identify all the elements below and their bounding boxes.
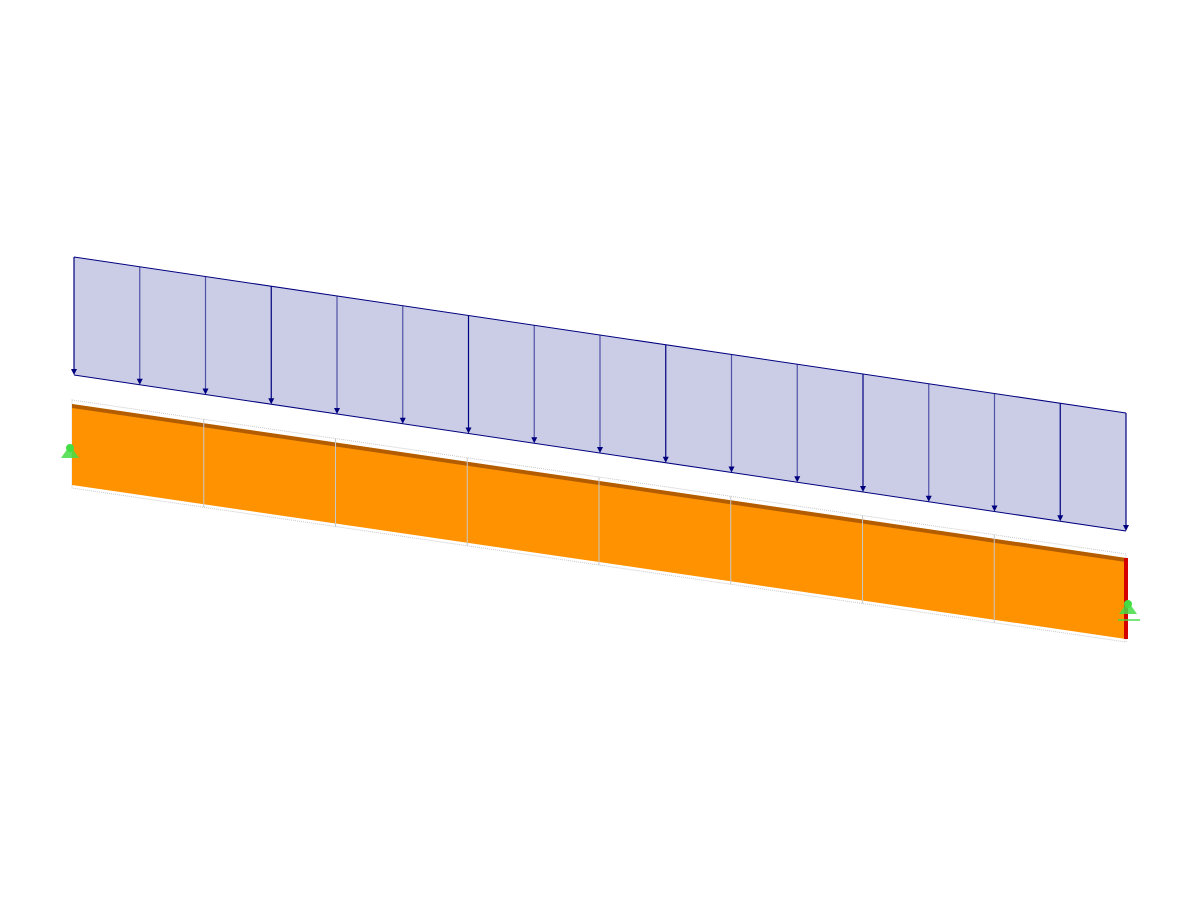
arrow-down-icon <box>268 398 275 405</box>
arrow-down-icon <box>202 388 209 395</box>
beam-member[interactable] <box>71 399 1128 643</box>
arrow-down-icon <box>465 427 472 434</box>
hinged-support-icon <box>61 444 79 458</box>
hinged-support-icon <box>1118 600 1140 621</box>
member-load[interactable] <box>71 256 1129 532</box>
arrow-down-icon <box>531 437 538 444</box>
supports <box>61 444 1140 621</box>
support-base <box>1119 604 1137 614</box>
arrow-down-icon <box>399 417 406 424</box>
member-outline <box>71 399 1127 643</box>
arrow-down-icon <box>794 476 801 483</box>
arrow-down-icon <box>597 447 603 453</box>
arrow-down-icon <box>991 505 998 512</box>
arrow-down-icon <box>860 486 866 492</box>
arrow-down-icon <box>662 456 669 463</box>
arrow-down-icon <box>925 495 932 502</box>
arrow-down-icon <box>728 466 735 473</box>
arrow-down-icon <box>1123 525 1129 531</box>
support-hinge <box>66 444 74 452</box>
arrow-down-icon <box>334 408 340 414</box>
arrow-down-icon <box>1057 515 1064 522</box>
support-hinge <box>1124 600 1132 608</box>
arrow-down-icon <box>71 369 77 375</box>
arrow-down-icon <box>136 378 143 385</box>
support-base <box>61 448 79 458</box>
